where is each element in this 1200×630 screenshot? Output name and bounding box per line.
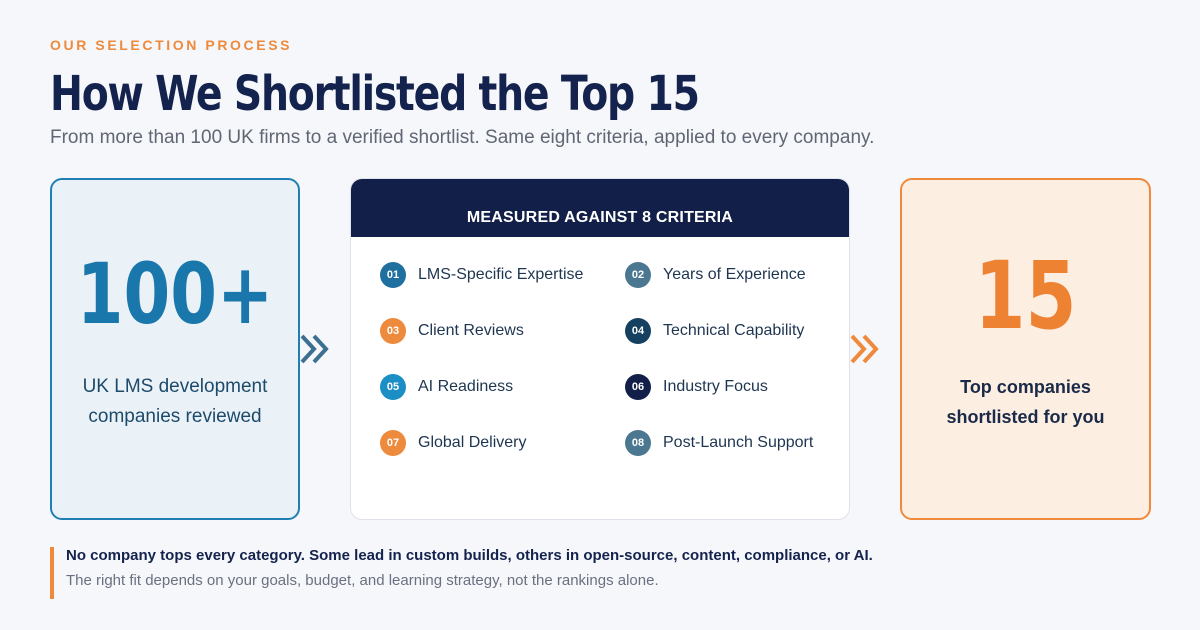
reviewed-caption: UK LMS development companies reviewed: [62, 372, 288, 432]
criterion-number: 06: [625, 374, 651, 400]
reviewed-caption-line1: UK LMS development: [82, 376, 268, 397]
criterion-item: 06 Industry Focus: [625, 372, 768, 402]
criterion-item: 01 LMS-Specific Expertise: [380, 260, 583, 290]
criteria-card-title: MEASURED AGAINST 8 CRITERIA: [351, 179, 849, 237]
shortlist-caption-line1: Top companies: [960, 377, 1091, 397]
criterion-label: AI Readiness: [418, 378, 514, 395]
criterion-number: 01: [380, 262, 406, 288]
footer-note-bold: No company tops every category. Some lea…: [66, 547, 873, 564]
criterion-number: 03: [380, 318, 406, 344]
section-eyebrow: OUR SELECTION PROCESS: [50, 37, 293, 53]
criterion-item: 07 Global Delivery: [380, 428, 526, 458]
criterion-item: 05 AI Readiness: [380, 372, 513, 402]
criterion-number: 08: [625, 430, 651, 456]
reviewed-stat-card: 100+ UK LMS development companies review…: [50, 178, 300, 520]
page-subtitle: From more than 100 UK firms to a verifie…: [50, 127, 875, 148]
criterion-item: 04 Technical Capability: [625, 316, 804, 346]
note-accent-bar: [50, 547, 54, 599]
criterion-label: Years of Experience: [663, 266, 806, 283]
criterion-number: 07: [380, 430, 406, 456]
criterion-label: Client Reviews: [418, 322, 524, 339]
double-chevron-right-icon: [850, 334, 879, 364]
footer-note-regular: The right fit depends on your goals, bud…: [66, 572, 659, 589]
double-chevron-right-icon: [300, 334, 329, 364]
shortlist-count: 15: [974, 242, 1077, 351]
shortlist-caption-line2: shortlisted for you: [946, 407, 1105, 427]
criterion-number: 02: [625, 262, 651, 288]
criterion-number: 05: [380, 374, 406, 400]
reviewed-count: 100+: [76, 245, 274, 343]
shortlist-caption: Top companies shortlisted for you: [912, 372, 1139, 432]
criterion-item: 03 Client Reviews: [380, 316, 524, 346]
criterion-label: LMS-Specific Expertise: [418, 266, 584, 283]
criterion-label: Technical Capability: [663, 322, 805, 339]
criterion-label: Post-Launch Support: [663, 434, 814, 451]
criterion-label: Industry Focus: [663, 378, 768, 395]
shortlist-stat-card: 15 Top companies shortlisted for you: [900, 178, 1151, 520]
reviewed-caption-line2: companies reviewed: [88, 406, 262, 427]
criterion-label: Global Delivery: [418, 434, 527, 451]
page-title: How We Shortlisted the Top 15: [50, 66, 700, 122]
criterion-item: 02 Years of Experience: [625, 260, 806, 290]
criterion-item: 08 Post-Launch Support: [625, 428, 813, 458]
criteria-card: MEASURED AGAINST 8 CRITERIA 01 LMS-Speci…: [350, 178, 850, 520]
criterion-number: 04: [625, 318, 651, 344]
